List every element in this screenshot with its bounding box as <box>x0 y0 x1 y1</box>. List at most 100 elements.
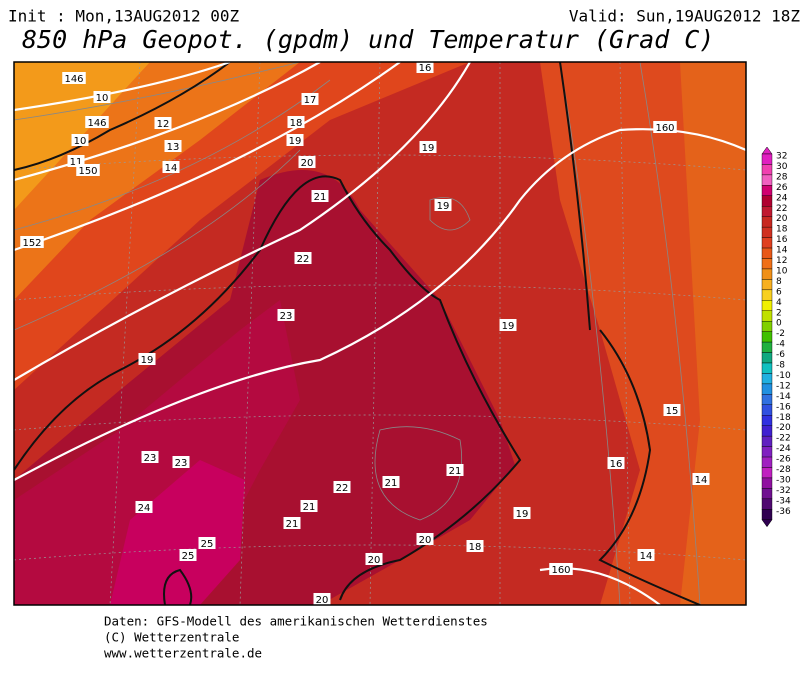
colorbar-swatch <box>761 446 773 458</box>
colorbar-label: -34 <box>776 496 791 506</box>
colorbar-label: 18 <box>776 225 788 235</box>
contour-label: 21 <box>449 466 462 477</box>
colorbar-swatch <box>761 341 773 353</box>
colorbar-swatch <box>761 310 773 322</box>
colorbar-swatch <box>761 258 773 270</box>
colorbar-label: -28 <box>776 465 791 475</box>
contour-label-box <box>365 553 383 565</box>
colorbar-label: 20 <box>776 214 788 224</box>
contour-label-box <box>135 501 153 513</box>
contour-label: 23 <box>144 453 157 464</box>
colorbar-label: 32 <box>776 152 787 162</box>
contour-label: 24 <box>138 503 151 514</box>
contour-label-box <box>382 476 400 488</box>
colorbar-swatch <box>761 237 773 249</box>
contour-label-box <box>62 72 86 84</box>
map-frame <box>13 61 747 606</box>
colorbar-swatch <box>761 509 773 520</box>
geopotential-lines <box>14 62 746 605</box>
colorbar-label: -22 <box>776 434 791 444</box>
contour-label: 20 <box>316 595 329 606</box>
colorbar-label: 24 <box>776 193 788 203</box>
contour-label: 18 <box>469 542 482 553</box>
field-orange-far-east <box>680 62 746 605</box>
contour-label: 18 <box>290 118 303 129</box>
contour-label-box <box>154 117 172 129</box>
colorbar-swatch <box>761 467 773 479</box>
contour-label-box <box>446 464 464 476</box>
contour-label: 22 <box>336 483 349 494</box>
colorbar-swatch <box>761 279 773 291</box>
colorbar-swatch <box>761 289 773 301</box>
colorbar-swatch <box>761 425 773 437</box>
colorbar-label: 22 <box>776 204 787 214</box>
colorbar-swatch <box>761 195 773 207</box>
colorbar-label: 0 <box>776 319 782 329</box>
contour-label: 16 <box>610 459 623 470</box>
colorbar-label: -10 <box>776 371 791 381</box>
contour-label-box <box>416 533 434 545</box>
contour-label: 19 <box>422 143 435 154</box>
contour-label-box <box>141 451 159 463</box>
contour-label-box <box>607 457 625 469</box>
colorbar-label: -26 <box>776 455 791 465</box>
colorbar-label: 10 <box>776 266 788 276</box>
contour-label-box <box>286 134 304 146</box>
colorbar-swatch <box>761 300 773 311</box>
contour-label: 22 <box>297 254 310 265</box>
colorbar-cap <box>761 146 773 155</box>
colorbar-label: -32 <box>776 486 791 496</box>
contour-label-box <box>311 190 329 202</box>
contour-label: 146 <box>87 118 106 129</box>
contour-label-box <box>71 134 89 146</box>
colorbar-label: 2 <box>776 308 782 318</box>
contour-label-box <box>164 140 182 152</box>
contour-label-box <box>466 540 484 552</box>
colorbar-label: 4 <box>776 298 782 308</box>
contour-label: 23 <box>280 311 293 322</box>
contour-label: 152 <box>22 238 41 249</box>
colorbar-swatch <box>761 373 773 385</box>
contour-label: 10 <box>96 93 109 104</box>
colorbar-swatch <box>761 153 773 165</box>
colorbar-label: -18 <box>776 413 791 423</box>
contour-label: 14 <box>640 551 653 562</box>
colorbar-label: 28 <box>776 172 788 182</box>
contour-label-box <box>283 517 301 529</box>
colorbar-label: -4 <box>776 340 785 350</box>
contour-label: 14 <box>695 475 708 486</box>
colorbar-swatch <box>761 216 773 228</box>
colorbar-swatch <box>761 456 773 468</box>
contour-label-box <box>287 116 305 128</box>
contour-label-box <box>513 507 531 519</box>
contour-label: 20 <box>301 158 314 169</box>
colorbar-swatch <box>761 477 773 489</box>
contour-label-box <box>85 116 109 128</box>
colorbar-swatch <box>761 488 773 500</box>
contour-label-box <box>172 456 190 468</box>
contour-label-box <box>198 537 216 549</box>
colorbar-swatch <box>761 362 773 374</box>
contour-label: 25 <box>182 551 195 562</box>
contour-label-box <box>653 121 677 133</box>
init-time: Init : Mon,13AUG2012 00Z <box>8 7 240 26</box>
map-title: 850 hPa Geopot. (gpdm) und Temperatur (G… <box>22 25 714 54</box>
contour-label: 20 <box>368 555 381 566</box>
colorbar-swatch <box>761 206 773 217</box>
contour-label: 17 <box>304 95 317 106</box>
contour-label: 160 <box>655 123 674 134</box>
footer-source: Daten: GFS-Modell des amerikanischen Wet… <box>104 614 488 629</box>
footer-copyright: (C) Wetterzentrale <box>104 630 239 645</box>
contour-label-box <box>499 319 517 331</box>
contour-label: 146 <box>64 74 83 85</box>
graticule <box>14 62 746 605</box>
contour-label: 23 <box>175 458 188 469</box>
colorbar-label: -8 <box>776 361 785 371</box>
contour-label: 11 <box>70 157 83 168</box>
colorbar-swatch <box>761 185 773 197</box>
colorbar-label: -20 <box>776 423 791 433</box>
colorbar-swatch <box>761 331 773 343</box>
colorbar-label: 30 <box>776 162 788 172</box>
